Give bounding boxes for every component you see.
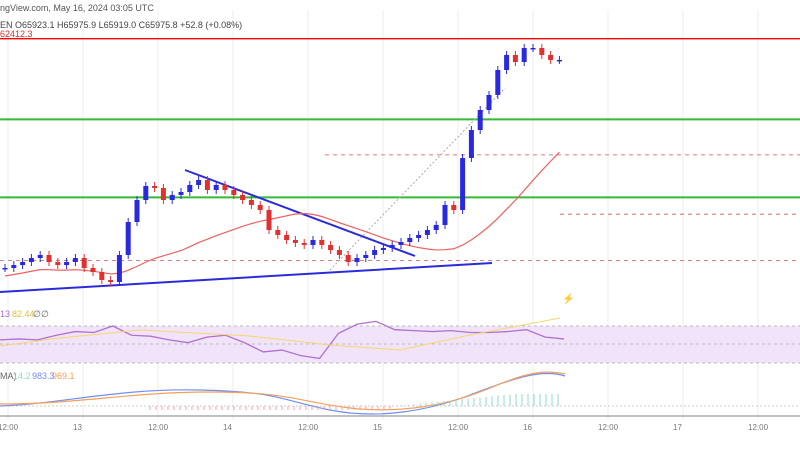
bullish-candle (380, 248, 386, 250)
bullish-candle (169, 194, 175, 200)
bearish-candle (46, 254, 52, 262)
bearish-candle (512, 54, 518, 62)
bearish-candle (284, 234, 290, 240)
bullish-candle (72, 258, 78, 262)
bullish-candle (134, 200, 140, 222)
bearish-candle (231, 190, 237, 195)
bullish-candle (521, 48, 527, 62)
x-tick-label: 12:00 (148, 423, 169, 432)
rsi-extra-1: ∅ (33, 309, 41, 319)
bearish-candle (81, 258, 87, 268)
bullish-candle (398, 242, 404, 245)
bullish-candle (64, 262, 70, 266)
bullish-candle (310, 240, 316, 245)
bullish-candle (37, 254, 43, 258)
bullish-candle (468, 130, 474, 158)
bearish-candle (319, 240, 325, 245)
bullish-candle (416, 234, 422, 238)
bullish-candle (143, 186, 149, 200)
bullish-candle (407, 238, 413, 242)
bearish-candle (328, 244, 334, 250)
rsi-label: 13 (0, 309, 11, 319)
bearish-candle (548, 54, 554, 60)
bullish-candle (125, 222, 131, 255)
bullish-candle (213, 184, 219, 190)
x-tick-label: 13 (73, 423, 82, 432)
bullish-candle (442, 204, 448, 225)
bullish-candle (433, 224, 439, 230)
bullish-candle (11, 265, 17, 268)
bearish-candle (204, 180, 210, 190)
bullish-candle (178, 192, 184, 195)
bearish-candle (222, 184, 228, 190)
bearish-candle (108, 280, 114, 282)
x-tick-label: 12:00 (598, 423, 619, 432)
bearish-candle (99, 272, 105, 280)
macd-label: MA) (0, 371, 17, 381)
bullish-candle (486, 94, 492, 110)
x-tick-label: 12:00 (298, 423, 319, 432)
macd-hist-value: 14.2 (13, 371, 31, 381)
signal-value: 969.1 (52, 371, 75, 381)
bullish-candle (187, 184, 193, 192)
bullish-candle (530, 48, 536, 50)
x-tick-label: 17 (673, 423, 682, 432)
x-tick-label: 15 (373, 423, 382, 432)
bullish-candle (20, 262, 26, 266)
bearish-candle (160, 188, 166, 200)
bullish-candle (363, 254, 369, 258)
bearish-candle (301, 242, 307, 245)
ascending-trendline (0, 262, 493, 293)
bearish-candle (451, 204, 457, 210)
signal-line (0, 371, 566, 411)
bearish-candle (257, 204, 263, 210)
lightning-icon: ⚡ (562, 292, 574, 305)
bullish-candle (495, 70, 501, 95)
bullish-candle (372, 250, 378, 255)
bullish-candle (424, 230, 430, 235)
chart-source: ngView.com, May 16, 2024 03:05 UTC (0, 3, 154, 13)
macd-value: 983.3 (32, 371, 55, 381)
x-tick-label: 12:00 (748, 423, 769, 432)
bearish-candle (152, 186, 158, 188)
rsi-ma-value: 82.44 (12, 309, 35, 319)
x-tick-label: 12:00 (0, 423, 19, 432)
bullish-candle (2, 268, 8, 270)
moving-average-line (4, 151, 560, 277)
rsi-ma-line (0, 317, 561, 351)
bullish-candle (354, 258, 360, 262)
bullish-candle (116, 254, 122, 282)
bearish-candle (275, 230, 281, 235)
rsi-extra-2: ∅ (41, 309, 49, 319)
bullish-candle (556, 59, 562, 62)
bullish-candle (504, 54, 510, 70)
bearish-candle (539, 48, 545, 55)
descending-trendline (184, 169, 416, 257)
bearish-candle (266, 210, 272, 230)
bullish-candle (28, 258, 34, 262)
bullish-candle (477, 110, 483, 130)
x-tick-label: 12:00 (448, 423, 469, 432)
bullish-candle (389, 244, 395, 248)
ohlc-readout: EN O65923.1 H65975.9 L65919.0 C65975.8 +… (0, 20, 243, 30)
bearish-candle (248, 200, 254, 205)
ma-value: 62412.3 (0, 29, 33, 39)
bullish-candle (460, 158, 466, 210)
bearish-candle (55, 262, 61, 266)
bearish-candle (345, 254, 351, 262)
x-tick-label: 14 (223, 423, 232, 432)
rsi-line (0, 320, 565, 360)
bearish-candle (336, 250, 342, 255)
x-tick-label: 16 (523, 423, 532, 432)
bearish-candle (90, 268, 96, 272)
bullish-candle (196, 180, 202, 185)
bearish-candle (292, 240, 298, 243)
bearish-candle (240, 194, 246, 200)
